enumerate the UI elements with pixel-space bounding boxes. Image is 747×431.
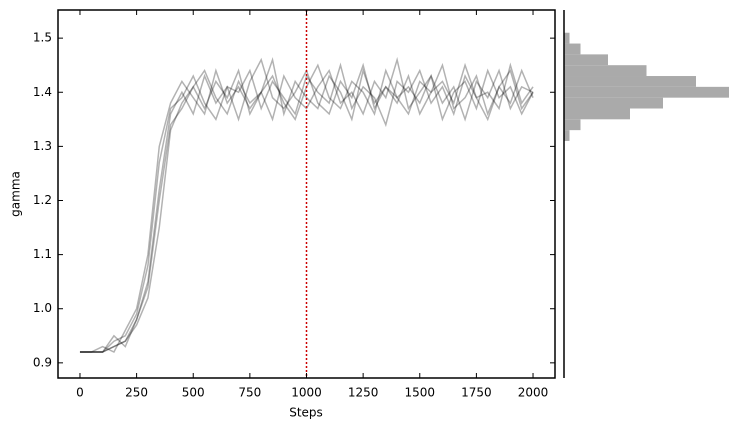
- histogram-bar: [564, 54, 608, 66]
- x-tick-label: 1750: [461, 386, 492, 400]
- y-tick-label: 1.5: [33, 31, 52, 45]
- x-tick-label: 750: [238, 386, 261, 400]
- walker-line: [79, 56, 534, 354]
- histogram-bar: [564, 86, 729, 98]
- walker-line: [79, 56, 534, 353]
- walker-line: [79, 62, 534, 353]
- y-tick-label: 1.4: [33, 85, 52, 99]
- x-tick-label: 250: [125, 386, 148, 400]
- x-tick-label: 1250: [348, 386, 379, 400]
- x-tick-label: 500: [182, 386, 205, 400]
- y-axis-label: gamma: [9, 171, 23, 217]
- x-tick-label: 1500: [404, 386, 435, 400]
- histogram-bar: [564, 43, 581, 55]
- histogram-bar: [564, 97, 663, 109]
- y-tick-label: 1.0: [33, 301, 52, 315]
- y-tick-label: 1.2: [33, 193, 52, 207]
- x-tick-label: 0: [76, 386, 84, 400]
- histogram-bar: [564, 32, 570, 44]
- histogram-bar: [564, 65, 647, 77]
- histogram-bar: [564, 108, 630, 120]
- histogram-bar: [564, 130, 570, 141]
- histogram-bar: [564, 119, 581, 131]
- histogram-bar: [564, 76, 696, 87]
- x-tick-label: 2000: [518, 386, 549, 400]
- y-tick-label: 1.1: [33, 247, 52, 261]
- y-tick-label: 0.9: [33, 355, 52, 369]
- x-tick-label: 1000: [291, 386, 322, 400]
- y-tick-label: 1.3: [33, 139, 52, 153]
- x-axis-label: Steps: [289, 406, 323, 420]
